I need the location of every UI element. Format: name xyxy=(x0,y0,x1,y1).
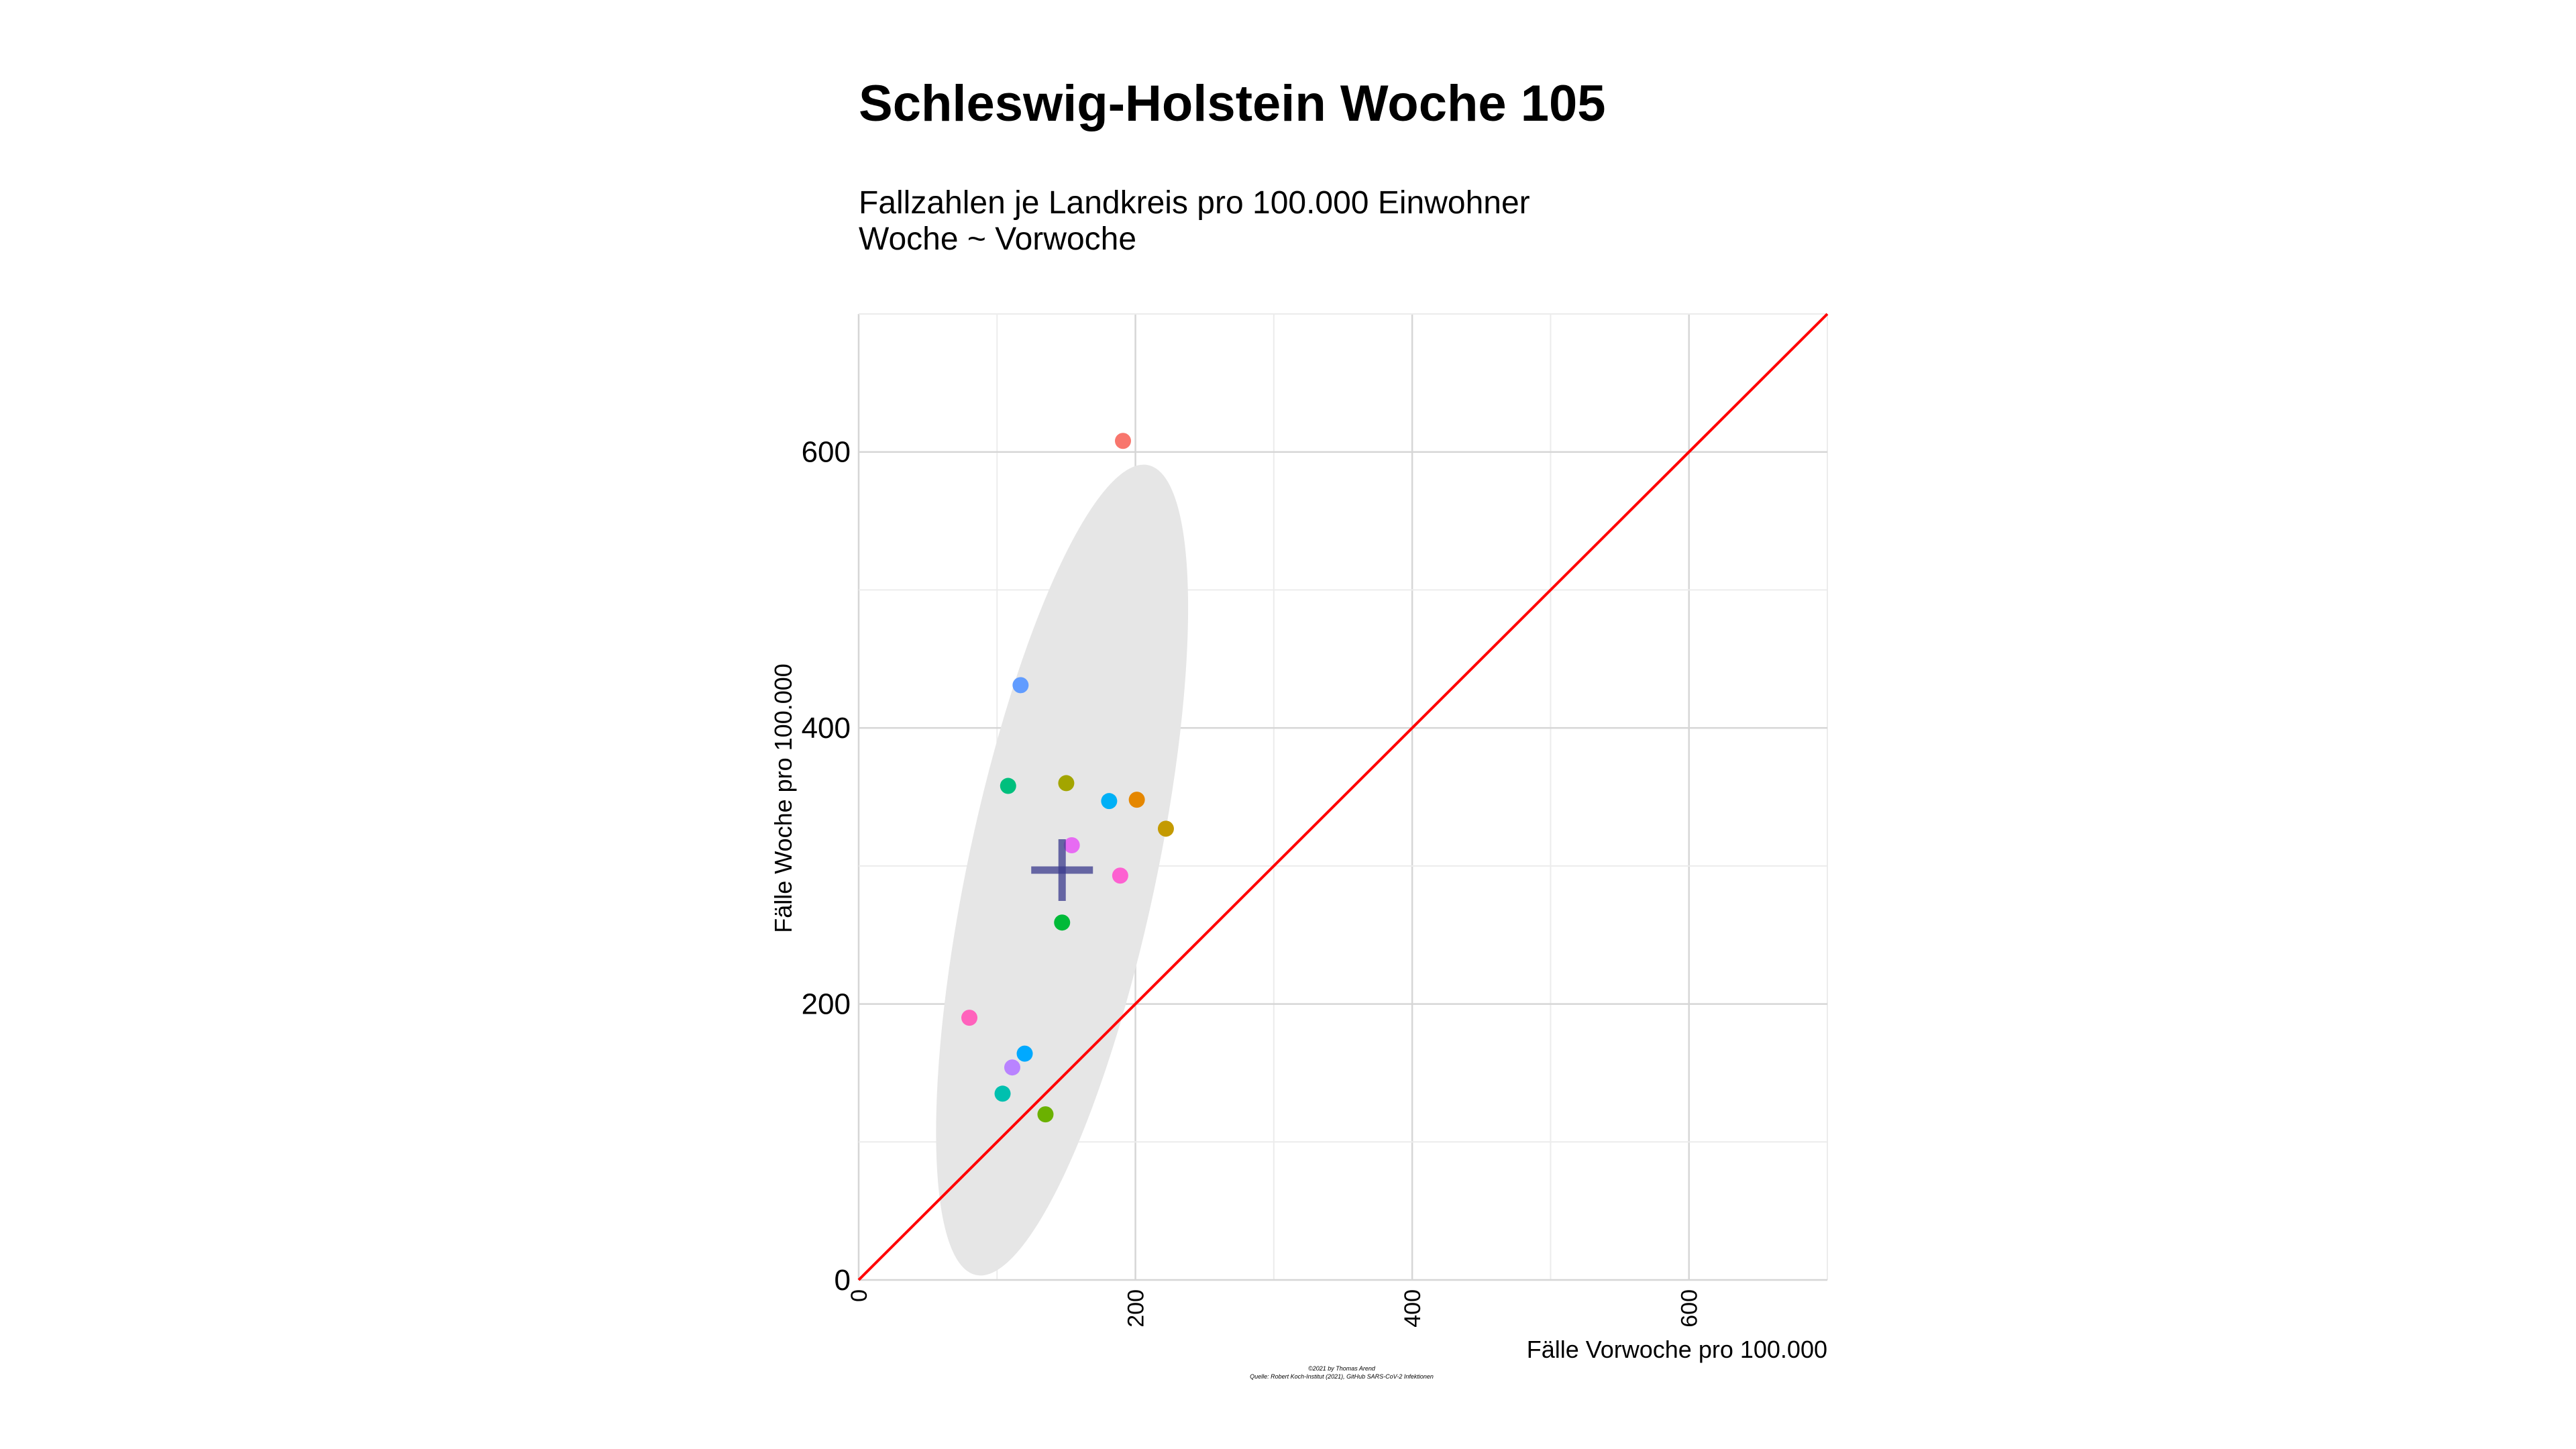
caption-line-1: ©2021 by Thomas Arend xyxy=(1308,1365,1376,1372)
reference-line-y-equals-x xyxy=(857,313,1829,1281)
chart-subtitle-line-1: Fallzahlen je Landkreis pro 100.000 Einw… xyxy=(859,185,1530,221)
data-point xyxy=(1058,775,1075,792)
caption-line-2: Quelle: Robert Koch-Institut (2021), Git… xyxy=(1250,1373,1434,1380)
y-axis-label: Fälle Woche pro 100.000 xyxy=(769,663,797,933)
points-layer xyxy=(961,433,1174,1123)
data-point xyxy=(1063,837,1080,853)
data-point xyxy=(1101,793,1118,810)
y-tick-label: 0 xyxy=(835,1264,851,1297)
data-point xyxy=(1004,1059,1020,1076)
mean-marker-layer xyxy=(1031,839,1093,902)
data-point xyxy=(994,1085,1011,1102)
y-tick-label: 400 xyxy=(802,712,851,745)
chart-title: Schleswig-Holstein Woche 105 xyxy=(859,75,1606,132)
data-point xyxy=(1000,777,1016,794)
data-point xyxy=(1016,1045,1033,1062)
data-point xyxy=(1037,1106,1054,1123)
data-point xyxy=(1157,820,1174,837)
data-point xyxy=(1112,867,1128,884)
data-point xyxy=(1115,433,1132,449)
data-point xyxy=(1128,792,1145,808)
x-tick-label: 400 xyxy=(1400,1289,1426,1328)
chart-subtitle-line-2: Woche ~ Vorwoche xyxy=(859,221,1136,257)
x-tick-label: 200 xyxy=(1124,1289,1149,1328)
y-tick-label: 200 xyxy=(802,988,851,1021)
y-tick-labels: 0 200 400 600 xyxy=(802,436,851,1297)
x-tick-label: 600 xyxy=(1677,1289,1703,1328)
x-tick-label: 0 xyxy=(847,1289,872,1302)
data-point xyxy=(1054,914,1071,931)
x-axis-label: Fälle Vorwoche pro 100.000 xyxy=(1527,1336,1827,1363)
data-point xyxy=(1012,677,1029,694)
reference-line-layer xyxy=(857,313,1829,1281)
x-tick-labels: 0 200 400 600 xyxy=(847,1289,1703,1328)
y-tick-label: 600 xyxy=(802,436,851,469)
data-point xyxy=(961,1010,978,1026)
